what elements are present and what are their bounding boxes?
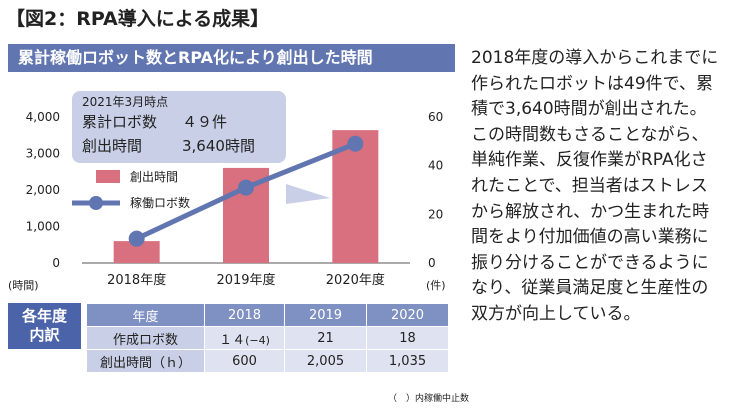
callout-pointer [286,184,330,204]
cell-2018-note: (−4) [245,333,270,347]
cell-2019: 2,005 [284,349,367,373]
cell-2018-value: １４ [219,332,246,348]
left-tick-label: 1,000 [26,220,60,234]
callout-box: 2021年3月時点 累計ロボ数 ４９件 創出時間 3,640時間 [72,91,286,163]
left-tick-label: 0 [52,256,60,270]
bar [113,241,160,263]
callout-hours-label: 創出時間 [82,137,143,155]
right-axis-unit: (件) [426,279,446,292]
callout-hours-row: 創出時間 3,640時間 [82,134,276,158]
table-footnote: （ ）内稼働中止数 [388,394,470,404]
callout-robots-label: 累計ロボ数 [82,113,158,131]
col-header-2020: 2020 [366,303,449,327]
cell-2020: 1,035 [366,349,449,373]
legend-line-marker [89,196,103,210]
row-header-line2: 内訳 [29,326,60,344]
line-point [238,179,254,196]
combo-chart: 0 1,000 2,000 3,000 4,000 0 20 40 60 (時間) (件) 2018年… [8,110,446,292]
col-header-year: 年度 [86,303,205,327]
table-header-row: 年度 2018 2019 2020 [86,303,449,327]
col-header-2018: 2018 [204,303,285,327]
col-header-2019: 2019 [284,303,367,327]
right-tick-label: 20 [428,207,443,221]
table-row: 作成ロボ数 １４(−4) 21 18 [86,326,449,350]
right-tick-label: 60 [428,110,443,124]
legend-bar-label: 創出時間 [130,170,178,184]
callout-robots-value: ４９件 [182,113,228,131]
callout-date: 2021年3月時点 [82,95,169,109]
right-tick-label: 0 [428,256,436,270]
line-point [347,135,364,152]
row-label: 作成ロボ数 [86,326,205,350]
x-tick-label: 2020年度 [326,272,385,288]
line-point [128,230,145,247]
breakdown-table: 年度 2018 2019 2020 作成ロボ数 １４(−4) 21 18 創出時… [86,303,449,373]
body-paragraph: 2018年度の導入からこれまでに作られたロボットは49件で、累積で3,640時間… [471,48,719,324]
cell-2018: １４(−4) [204,326,285,350]
left-axis-unit: (時間) [8,279,39,292]
cell-2020: 18 [366,326,449,350]
callout-robots-row: 累計ロボ数 ４９件 [82,110,276,134]
cell-2019: 21 [284,326,367,350]
left-tick-label: 3,000 [26,147,60,161]
x-tick-label: 2018年度 [107,272,166,288]
row-label: 創出時間（ｈ） [86,349,205,373]
right-tick-label: 40 [428,159,443,173]
legend-line-label: 稼働ロボ数 [130,195,190,210]
cell-2018: 600 [204,349,285,373]
figure-title: 【図2：RPA導入による成果】 [6,8,270,30]
left-tick-label: 2,000 [26,183,60,197]
table-row-header: 各年度 内訳 [8,303,81,349]
left-tick-label: 4,000 [26,110,60,124]
callout-hours-value: 3,640時間 [182,137,255,155]
chart-banner: 累計稼働ロボット数とRPA化により創出した時間 [8,44,455,72]
row-header-line1: 各年度 [21,307,67,325]
x-tick-label: 2019年度 [216,272,275,288]
legend-bar-swatch [96,170,120,183]
table-row: 創出時間（ｈ） 600 2,005 1,035 [86,349,449,373]
